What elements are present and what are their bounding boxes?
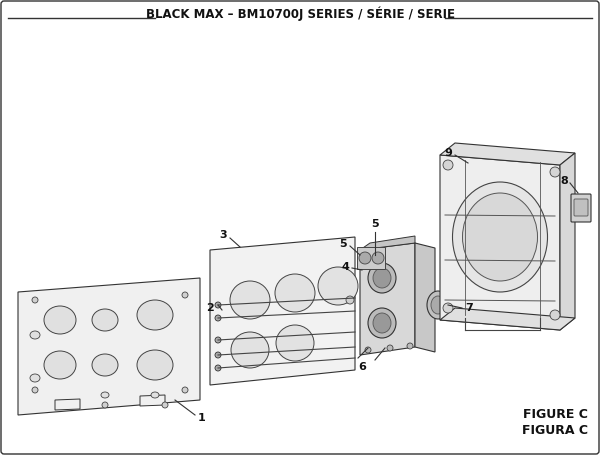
Text: 9: 9 xyxy=(444,148,452,158)
Polygon shape xyxy=(415,243,435,352)
Polygon shape xyxy=(440,155,560,330)
Ellipse shape xyxy=(372,252,384,264)
Ellipse shape xyxy=(230,281,270,319)
Circle shape xyxy=(550,310,560,320)
Ellipse shape xyxy=(137,350,173,380)
Circle shape xyxy=(182,387,188,393)
Polygon shape xyxy=(55,399,80,410)
Circle shape xyxy=(102,402,108,408)
Ellipse shape xyxy=(368,263,396,293)
Circle shape xyxy=(215,315,221,321)
Text: 7: 7 xyxy=(465,303,473,313)
Text: 8: 8 xyxy=(560,176,568,186)
Circle shape xyxy=(162,402,168,408)
Circle shape xyxy=(550,167,560,177)
Ellipse shape xyxy=(137,300,173,330)
Text: 2: 2 xyxy=(206,303,214,313)
Ellipse shape xyxy=(30,331,40,339)
Circle shape xyxy=(407,343,413,349)
Ellipse shape xyxy=(431,296,445,314)
Ellipse shape xyxy=(92,354,118,376)
Ellipse shape xyxy=(231,332,269,368)
Circle shape xyxy=(215,352,221,358)
Ellipse shape xyxy=(359,252,371,264)
Ellipse shape xyxy=(30,374,40,382)
Ellipse shape xyxy=(151,392,159,398)
Circle shape xyxy=(215,302,221,308)
Ellipse shape xyxy=(427,291,449,319)
Text: 5: 5 xyxy=(371,219,379,229)
Ellipse shape xyxy=(373,313,391,333)
Ellipse shape xyxy=(44,351,76,379)
Ellipse shape xyxy=(44,306,76,334)
Text: 1: 1 xyxy=(198,413,206,423)
Polygon shape xyxy=(360,243,415,355)
Circle shape xyxy=(346,296,354,304)
Circle shape xyxy=(443,160,453,170)
Polygon shape xyxy=(440,308,575,330)
Text: BLACK MAX – BM10700J SERIES / SÉRIE / SERIE: BLACK MAX – BM10700J SERIES / SÉRIE / SE… xyxy=(146,7,455,21)
Ellipse shape xyxy=(373,268,391,288)
Ellipse shape xyxy=(275,274,315,312)
Polygon shape xyxy=(440,143,575,165)
Circle shape xyxy=(215,365,221,371)
Polygon shape xyxy=(360,236,415,250)
Text: 6: 6 xyxy=(358,362,366,372)
Text: 5: 5 xyxy=(340,239,347,249)
Circle shape xyxy=(215,337,221,343)
FancyBboxPatch shape xyxy=(357,247,385,269)
Polygon shape xyxy=(210,237,355,385)
Circle shape xyxy=(32,387,38,393)
FancyBboxPatch shape xyxy=(571,194,591,222)
Polygon shape xyxy=(18,278,200,415)
Ellipse shape xyxy=(101,392,109,398)
Circle shape xyxy=(387,345,393,351)
Circle shape xyxy=(32,297,38,303)
Polygon shape xyxy=(560,153,575,330)
Ellipse shape xyxy=(318,267,358,305)
Text: FIGURE C: FIGURE C xyxy=(523,409,587,421)
Ellipse shape xyxy=(92,309,118,331)
FancyBboxPatch shape xyxy=(574,199,588,216)
Text: FIGURA C: FIGURA C xyxy=(522,424,588,436)
Polygon shape xyxy=(140,395,165,406)
Text: 3: 3 xyxy=(220,230,227,240)
Circle shape xyxy=(182,292,188,298)
Ellipse shape xyxy=(368,308,396,338)
Circle shape xyxy=(443,303,453,313)
Text: 4: 4 xyxy=(341,262,349,272)
Circle shape xyxy=(365,347,371,353)
Ellipse shape xyxy=(276,325,314,361)
Ellipse shape xyxy=(463,193,538,281)
Ellipse shape xyxy=(452,182,548,292)
